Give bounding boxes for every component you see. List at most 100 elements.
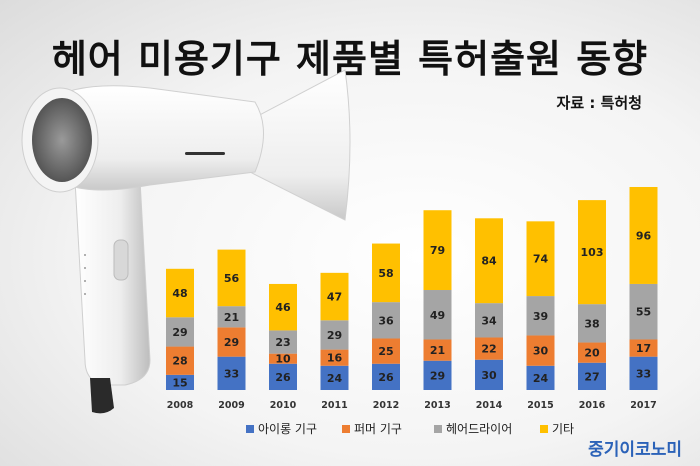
- data-label: 49: [430, 309, 445, 322]
- data-label: 22: [481, 343, 496, 356]
- data-label: 58: [378, 267, 393, 280]
- data-label: 30: [533, 345, 549, 358]
- x-tick-label: 2009: [218, 400, 244, 411]
- data-label: 34: [481, 314, 497, 327]
- bar-segment: [320, 365, 349, 390]
- data-label: 48: [172, 287, 187, 300]
- data-label: 33: [636, 367, 651, 380]
- data-label: 79: [430, 244, 445, 257]
- data-label: 29: [224, 336, 239, 349]
- bar-segment: [166, 317, 194, 347]
- bar-segment: [526, 365, 555, 390]
- bar-segment: [629, 186, 658, 284]
- bar-segment: [629, 283, 658, 340]
- bar-segment: [320, 320, 349, 350]
- bar-segment: [269, 353, 297, 364]
- bar-segment: [269, 330, 297, 354]
- legend-swatch: [342, 425, 350, 433]
- x-tick-label: 2014: [476, 400, 503, 411]
- bar-segment: [269, 283, 297, 331]
- bar-segment: [320, 349, 349, 366]
- legend-label: 퍼머 기구: [354, 422, 402, 436]
- data-label: 74: [533, 253, 549, 266]
- source-note: 자료 : 특허청: [556, 94, 642, 112]
- data-label: 26: [275, 371, 291, 384]
- legend-label: 헤어드라이어: [446, 422, 512, 436]
- bar-segment: [526, 335, 555, 366]
- x-tick-label: 2015: [527, 400, 553, 411]
- legend-label: 기타: [552, 422, 574, 436]
- x-tick-label: 2012: [373, 400, 399, 411]
- data-label: 28: [172, 355, 187, 368]
- bar-segment: [372, 243, 400, 303]
- bar-segment: [423, 339, 452, 361]
- data-label: 46: [275, 301, 291, 314]
- x-tick-label: 2013: [424, 400, 450, 411]
- data-label: 38: [584, 317, 599, 330]
- bar-segment: [166, 374, 194, 390]
- bar-segment: [578, 362, 606, 390]
- bar-segment: [629, 339, 658, 357]
- bar-segment: [423, 210, 452, 291]
- bar-segment: [526, 296, 555, 336]
- data-label: 10: [275, 353, 291, 366]
- data-label: 96: [636, 229, 652, 242]
- legend-swatch: [246, 425, 254, 433]
- data-label: 84: [481, 255, 497, 268]
- bar-segment: [217, 327, 246, 357]
- data-label: 47: [327, 291, 342, 304]
- bar-segment: [475, 218, 503, 304]
- chart-title: 헤어 미용기구 제품별 특허출원 동향: [51, 37, 649, 81]
- bar-segment: [217, 249, 246, 307]
- data-label: 24: [533, 372, 549, 385]
- bar-segment: [166, 346, 194, 375]
- data-label: 15: [172, 376, 187, 389]
- data-label: 23: [275, 336, 290, 349]
- bar-segment: [629, 356, 658, 390]
- bar-segment: [166, 268, 194, 318]
- data-label: 20: [584, 347, 600, 360]
- x-tick-label: 2008: [167, 400, 194, 411]
- data-label: 24: [327, 372, 343, 385]
- bar-segment: [423, 360, 452, 390]
- x-tick-label: 2016: [579, 400, 606, 411]
- data-label: 39: [533, 310, 548, 323]
- bar-segment: [217, 356, 246, 390]
- legend-swatch: [540, 425, 548, 433]
- data-label: 27: [584, 370, 599, 383]
- bar-segment: [372, 338, 400, 364]
- bar-segment: [423, 290, 452, 340]
- legend-label: 아이롱 기구: [258, 422, 317, 436]
- data-label: 25: [378, 345, 393, 358]
- bar-segment: [475, 359, 503, 390]
- publisher-logo: 중기이코노미: [588, 440, 682, 460]
- bar-segment: [372, 302, 400, 339]
- data-label: 103: [581, 246, 604, 259]
- bar-segment: [578, 342, 606, 363]
- data-label: 17: [636, 342, 651, 355]
- bar-segment: [526, 221, 555, 297]
- x-tick-label: 2017: [630, 400, 656, 411]
- data-label: 21: [430, 344, 445, 357]
- x-tick-label: 2011: [321, 400, 347, 411]
- bar-segment: [475, 303, 503, 338]
- legend-swatch: [434, 425, 442, 433]
- data-label: 26: [378, 371, 394, 384]
- bar-segment: [269, 363, 297, 390]
- bar-segment: [217, 306, 246, 328]
- bar-segment: [372, 363, 400, 390]
- x-tick-label: 2010: [270, 400, 297, 411]
- data-label: 56: [224, 272, 240, 285]
- data-label: 30: [481, 369, 497, 382]
- data-label: 36: [378, 314, 394, 327]
- bar-segment: [320, 272, 349, 321]
- data-label: 29: [327, 329, 342, 342]
- data-label: 29: [172, 326, 187, 339]
- bar-segment: [475, 337, 503, 360]
- data-label: 29: [430, 369, 445, 382]
- data-label: 21: [224, 311, 239, 324]
- bar-segment: [578, 200, 606, 305]
- hair-dryer-icon: [21, 69, 351, 414]
- bar-segment: [578, 304, 606, 343]
